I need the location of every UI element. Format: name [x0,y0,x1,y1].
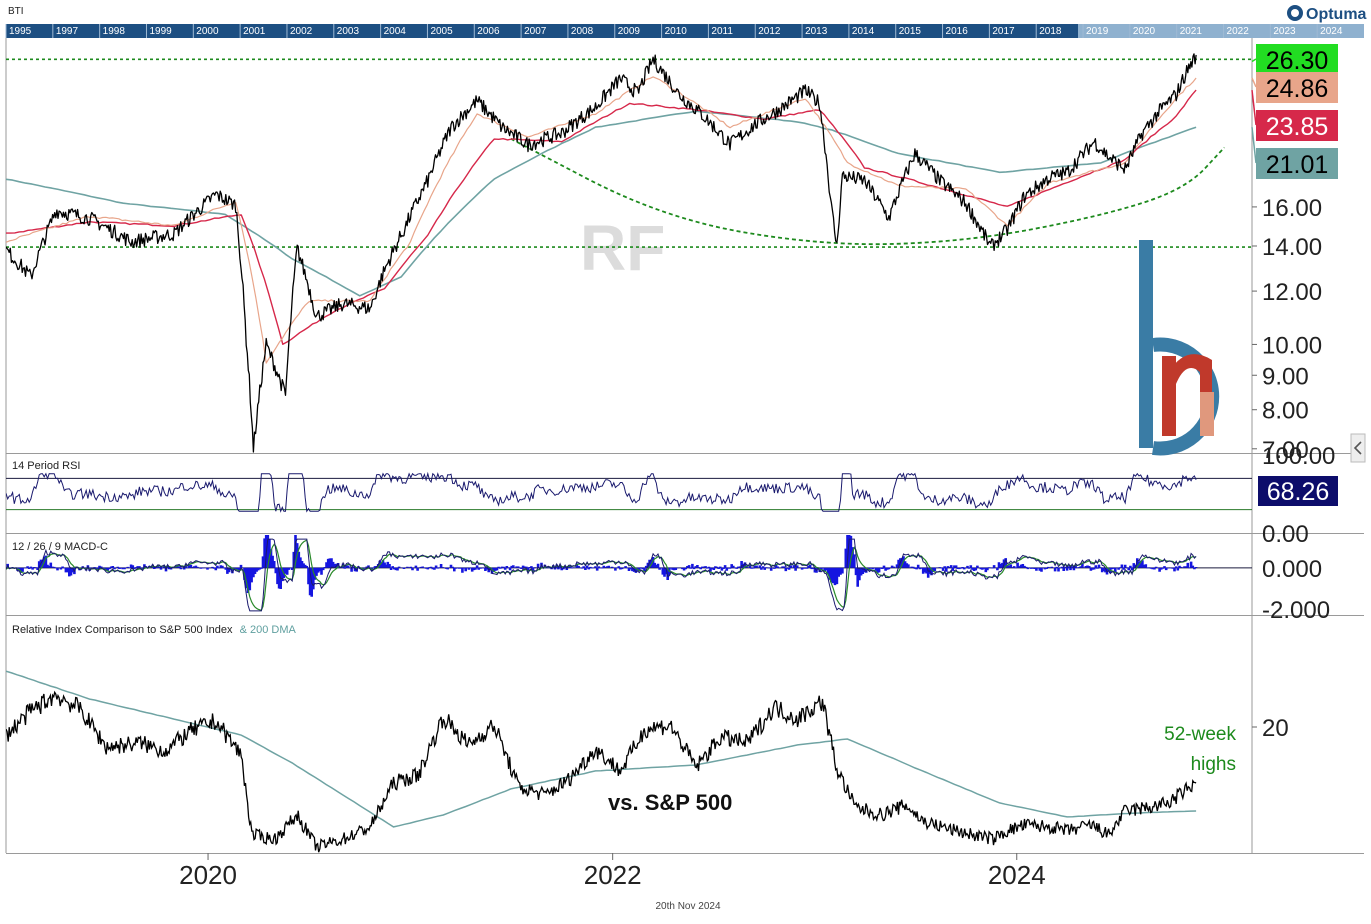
timeline-year: 2019 [1086,26,1109,37]
timeline-year: 1998 [103,26,126,37]
price-tick-label: 9.00 [1262,363,1309,390]
macd-tick-label: 0.000 [1262,556,1322,583]
relative-panel[interactable]: Relative Index Comparison to S&P 500 Ind… [6,624,1289,853]
badge-bg [1256,148,1338,179]
timeline-year: 2016 [946,26,969,37]
callout-line-1: 52-week [1164,724,1236,745]
badge-label: 24.86 [1266,75,1329,103]
rsi-value: 68.26 [1267,478,1330,506]
collapse-button[interactable] [1350,433,1366,463]
timeline-window[interactable] [1078,24,1364,38]
timeline-year: 2008 [571,26,594,37]
rsi-tick-label: 100.00 [1262,443,1335,470]
badge-ma-mid: 23.85 [1251,90,1338,141]
macd-tick-label: -2.000 [1262,597,1330,624]
timeline-year: 2005 [430,26,453,37]
price-tick-label: 12.00 [1262,279,1322,306]
watermark: RF [580,212,665,284]
ratio-ma-series-line [6,670,1197,828]
timeline-year: 2013 [805,26,828,37]
badge-label: 21.01 [1266,151,1329,179]
timeline-year: 1995 [9,26,32,37]
ma-mid-series-line [6,89,1197,345]
timeline-bar [6,24,1364,38]
badge-bg [1256,72,1338,103]
timeline-year: 2006 [477,26,500,37]
x-tick-label: 2022 [584,860,642,890]
ratio-series-line [6,690,1197,853]
timeline-year: 2012 [758,26,781,37]
optuma-logo: Optuma [1287,5,1367,23]
timeline-year: 2004 [384,26,407,37]
badge-pointer [1251,77,1257,88]
timeline-year: 2021 [1180,26,1203,37]
relative-title-suffix: & 200 DMA [240,624,297,636]
timeline-year: 2018 [1039,26,1062,37]
rsi-value-badge: 68.26 [1258,476,1338,506]
timeline-year: 2003 [337,26,360,37]
macd-line [6,538,1197,612]
ma-short-series-line [6,76,1197,364]
timeline-year: 2023 [1273,26,1296,37]
timeline-year: 2015 [899,26,922,37]
badge-label: 26.30 [1266,47,1329,75]
x-tick-label: 2024 [988,860,1046,890]
relative-title-main: Relative Index Comparison to S&P 500 Ind… [12,624,233,636]
badge-bg [1256,44,1338,75]
badge-pointer [1251,58,1257,63]
chevron-left-icon [1353,441,1362,455]
badge-bg [1256,110,1338,141]
macd-title: 12 / 26 / 9 MACD-C [12,541,108,553]
price-tick-label: 14.00 [1262,234,1322,261]
x-tick-label: 2020 [179,860,237,890]
price-panel[interactable]: RF 7.00 8.00 9.00 10.00 12.00 14.00 16.00 26.3… [6,44,1338,464]
timeline-year: 2014 [852,26,875,37]
timeline-year: 2011 [711,26,733,37]
x-axis: 2020 2022 2024 [179,853,1046,890]
timeline-year: 1999 [149,26,172,37]
relative-tick-label: 20 [1262,715,1289,742]
timeline-year: 2000 [196,26,219,37]
price-tick-label: 10.00 [1262,332,1322,359]
badge-label: 23.85 [1266,113,1329,141]
timeline-year: 2024 [1320,26,1343,37]
macd-signal-line [6,539,1197,611]
timeline-year: 2007 [524,26,547,37]
rsi-series-line [6,471,1197,513]
rounding-bottom-arc [510,137,1225,246]
badge-pointer [1251,127,1257,164]
watermark-logo-icon [1139,240,1220,456]
timeline-year: 2020 [1133,26,1156,37]
brand-label: Optuma [1306,6,1367,23]
macd-panel[interactable]: 12 / 26 / 9 MACD-C -2.000 0.000 [6,519,1330,624]
relative-title: Relative Index Comparison to S&P 500 Ind… [12,624,297,636]
badge-ma-short: 24.86 [1251,72,1338,103]
badge-ma-long: 21.01 [1251,127,1338,179]
price-series-line [6,53,1197,453]
badge-pointer [1251,90,1257,126]
price-tick-label: 8.00 [1262,398,1309,425]
price-tick-label: 7.00 [1262,437,1309,464]
rsi-tick-label: 0.00 [1262,521,1309,548]
price-tick-label: 16.00 [1262,195,1322,222]
timeline-year: 2010 [665,26,688,37]
timeline-year: 2009 [618,26,641,37]
timeline-year: 2017 [992,26,1015,37]
timeline-year: 2001 [243,26,266,37]
rsi-title: 14 Period RSI [12,460,80,472]
ticker-label: BTI [8,6,24,17]
vs-sp500-annotation: vs. S&P 500 [608,790,732,815]
timeline-year: 2022 [1227,26,1250,37]
badge-price: 26.30 [1251,44,1338,75]
date-label: 20th Nov 2024 [655,901,720,912]
panel-frames [5,38,1364,854]
callout-line-2: highs [1191,754,1236,775]
timeline-year: 2002 [290,26,313,37]
timeline-strip[interactable]: 1995 1997 1998 1999 2000 2001 2002 2003 2004 2005… [5,24,1364,38]
timeline-year: 1997 [56,26,79,37]
